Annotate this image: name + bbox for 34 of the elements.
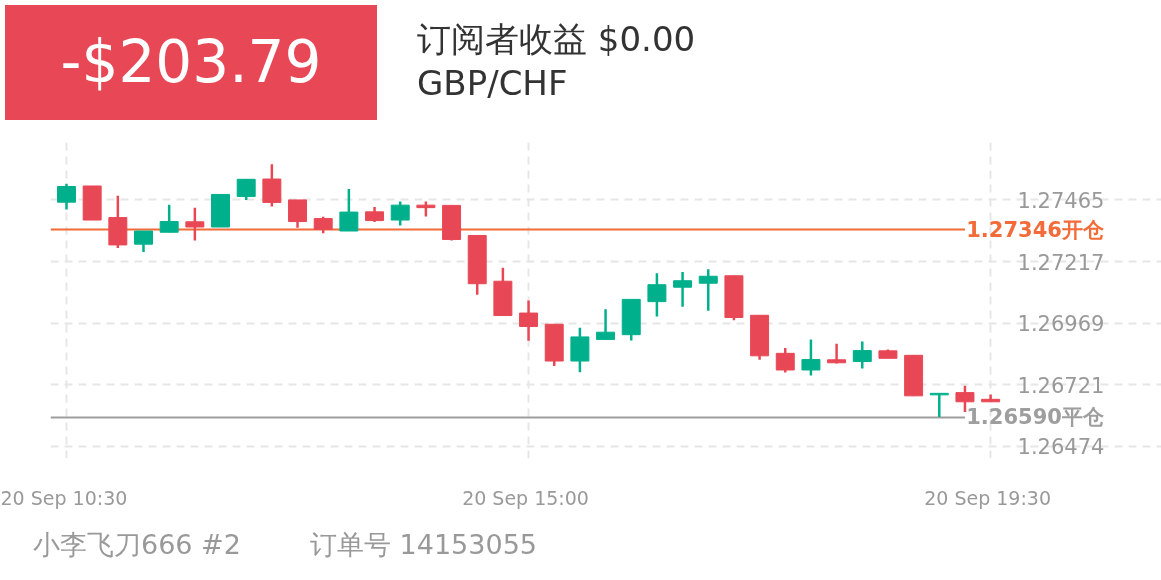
candlestick [185,206,205,242]
x-tick-label: 20 Sep 19:30 [924,486,1052,509]
candlestick [134,229,153,254]
candlestick [801,338,821,377]
candlestick [519,299,539,342]
candlestick [236,178,256,202]
y-tick-label: 1.27217 [1017,250,1105,275]
candlestick [159,203,179,234]
candlestick [647,272,667,318]
x-tick-label: 20 Sep 15:00 [462,486,589,509]
candlestick [673,270,693,309]
y-tick-label: 1.27465 [1017,188,1105,213]
candlestick [827,342,847,365]
candlestick [852,340,872,370]
candlestick [288,198,308,230]
candlestick [929,392,949,419]
candlestick [262,163,282,208]
ref-line-label: 1.26590平仓 [966,405,1105,430]
text: 订单号 14153055 [310,528,538,562]
candlestick [698,268,718,313]
y-tick-label: 1.26721 [1017,373,1105,398]
candlestick [775,346,795,374]
candlestick [390,200,410,227]
text: 小李飞刀666 #2 [33,528,242,562]
chart-title: -$203.79 [5,5,377,120]
text: GBP/CHF [417,62,569,105]
y-tick-label: 1.26969 [1017,312,1105,337]
candlestick [339,187,359,233]
chart-subtitle: 订阅者收益 $0.00 [417,18,696,61]
ref-line-label: 1.27346开仓 [966,217,1105,242]
x-tick-label: 20 Sep 10:30 [0,486,128,509]
candlestick [596,308,616,341]
y-tick-label: 1.26474 [1017,435,1105,460]
candlestick [57,182,76,211]
